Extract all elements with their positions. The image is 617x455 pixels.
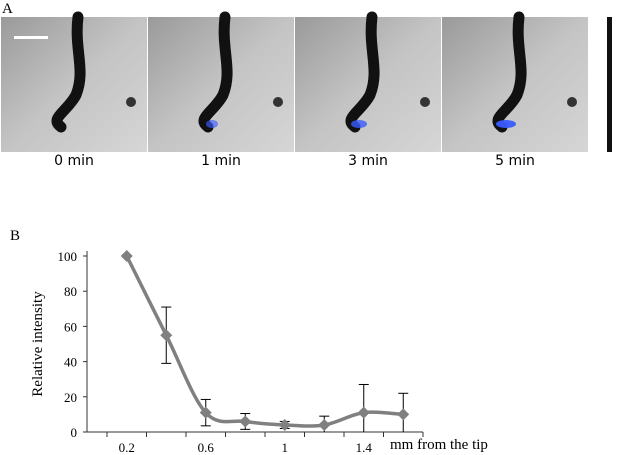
root bbox=[198, 11, 233, 133]
particle bbox=[567, 97, 577, 107]
x-tick-label: 0.6 bbox=[198, 440, 215, 455]
root bbox=[345, 11, 380, 133]
marker bbox=[357, 406, 370, 419]
marker bbox=[397, 408, 410, 421]
marker bbox=[160, 329, 173, 342]
x-tick-label: 1 bbox=[282, 440, 289, 455]
particle bbox=[420, 97, 430, 107]
y-tick-label: 0 bbox=[71, 425, 78, 440]
time-label: 0 min bbox=[54, 153, 94, 169]
time-label: 3 min bbox=[348, 153, 388, 169]
particle bbox=[273, 97, 283, 107]
time-label: 5 min bbox=[495, 153, 535, 169]
y-tick-label: 40 bbox=[64, 355, 77, 370]
marker bbox=[278, 418, 291, 431]
marker bbox=[199, 406, 212, 419]
series-line bbox=[125, 255, 404, 428]
root bbox=[492, 11, 527, 133]
fluorescence bbox=[206, 120, 218, 128]
image-strip bbox=[1, 11, 612, 152]
edge bbox=[607, 17, 612, 152]
y-axis-label: Relative intensity bbox=[30, 291, 46, 397]
x-axis-label: mm from the tip bbox=[390, 437, 488, 453]
particle bbox=[126, 97, 136, 107]
y-tick-label: 20 bbox=[64, 390, 77, 405]
fluorescence bbox=[351, 120, 367, 128]
fluorescence bbox=[496, 120, 516, 128]
panel-label: A bbox=[2, 1, 13, 17]
scale-bar bbox=[14, 36, 48, 39]
y-tick-label: 100 bbox=[58, 249, 78, 264]
x-tick-label: 0.2 bbox=[119, 440, 135, 455]
y-tick-label: 60 bbox=[64, 319, 77, 334]
y-tick-label: 80 bbox=[64, 284, 77, 299]
root bbox=[51, 11, 86, 133]
marker bbox=[318, 418, 331, 431]
marker bbox=[120, 250, 133, 262]
panel-label: B bbox=[10, 228, 20, 244]
x-tick-label: 1.4 bbox=[356, 440, 373, 455]
marker bbox=[239, 415, 252, 428]
time-label: 1 min bbox=[201, 153, 241, 169]
